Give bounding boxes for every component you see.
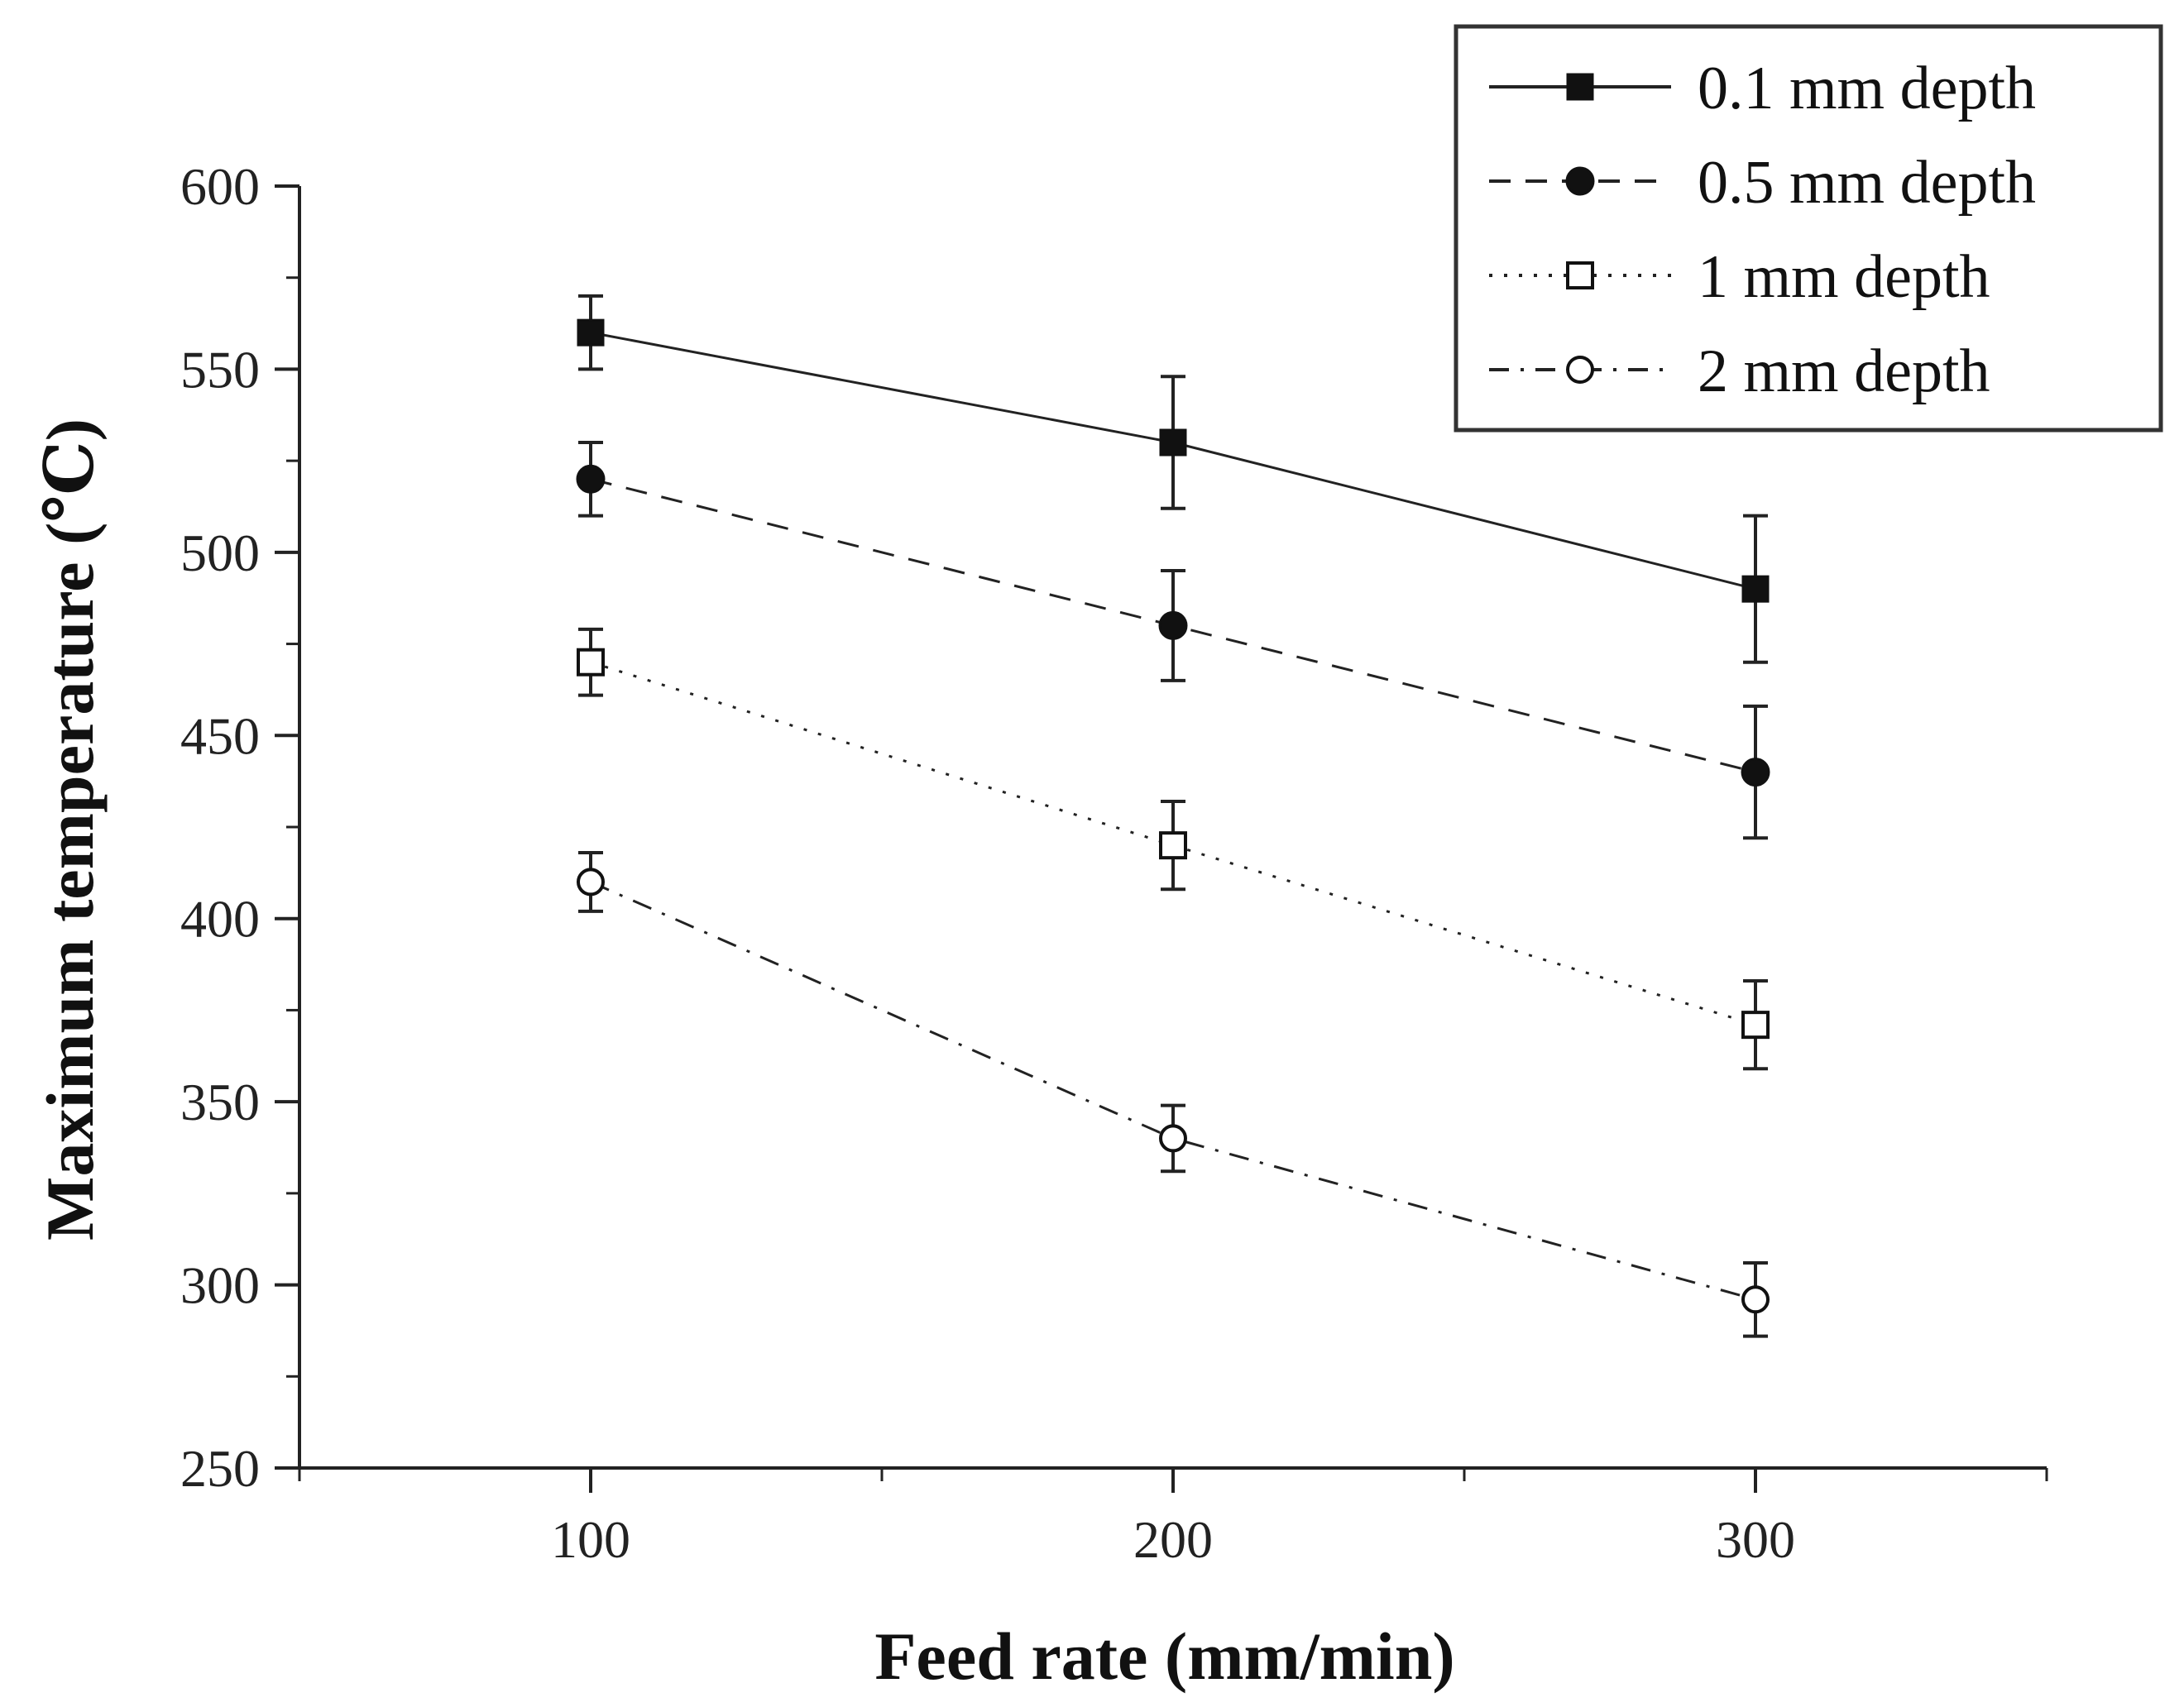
x-tick-label: 200 (1133, 1510, 1213, 1569)
data-point (577, 868, 605, 897)
data-point (1741, 1285, 1770, 1314)
series-4 (577, 851, 1770, 1338)
legend-items: 0.1 mm depth 0.5 mm depth 1 mm depth 2 mm d… (1489, 55, 2036, 405)
data-point (1159, 1124, 1187, 1153)
axes: 250 300 350 400 450 500 550 600 100 200 300 (180, 157, 2048, 1569)
y-tick-label: 450 (180, 706, 260, 765)
series-line (590, 881, 1756, 1301)
data-point (1158, 610, 1188, 640)
x-tick-label: 300 (1716, 1510, 1795, 1569)
y-axis-title: Maximum temperature (℃) (32, 418, 108, 1241)
data-point (577, 318, 605, 347)
series-2 (576, 441, 1770, 840)
legend-label: 0.5 mm depth (1698, 149, 2036, 217)
data-point (1159, 831, 1187, 860)
x-axis-title: Feed rate (mm/min) (874, 1619, 1454, 1694)
data-point (1741, 758, 1770, 787)
y-tick-label: 500 (180, 524, 260, 582)
y-tick-label: 300 (180, 1256, 260, 1315)
x-tick-label: 100 (551, 1510, 630, 1569)
y-tick-label: 350 (180, 1073, 260, 1131)
data-point (577, 648, 605, 677)
legend-marker (1565, 166, 1595, 196)
legend-label: 2 mm depth (1698, 337, 1990, 405)
legend-marker (1566, 73, 1594, 101)
legend-label: 0.1 mm depth (1698, 55, 2036, 122)
data-point (576, 464, 606, 494)
series-layer (576, 294, 1770, 1338)
y-tick-label: 400 (180, 890, 260, 949)
data-point (1741, 1011, 1770, 1040)
data-point (1159, 428, 1187, 457)
legend: 0.1 mm depth 0.5 mm depth 1 mm depth 2 mm d… (1454, 24, 2163, 433)
series-1 (577, 294, 1770, 664)
y-tick-label: 250 (180, 1439, 260, 1498)
legend-marker (1566, 356, 1594, 384)
legend-marker (1566, 261, 1594, 289)
series-3 (577, 627, 1770, 1071)
y-tick-label: 600 (180, 157, 260, 216)
y-tick-label: 550 (180, 340, 260, 399)
data-point (1741, 575, 1770, 603)
legend-label: 1 mm depth (1698, 243, 1990, 311)
